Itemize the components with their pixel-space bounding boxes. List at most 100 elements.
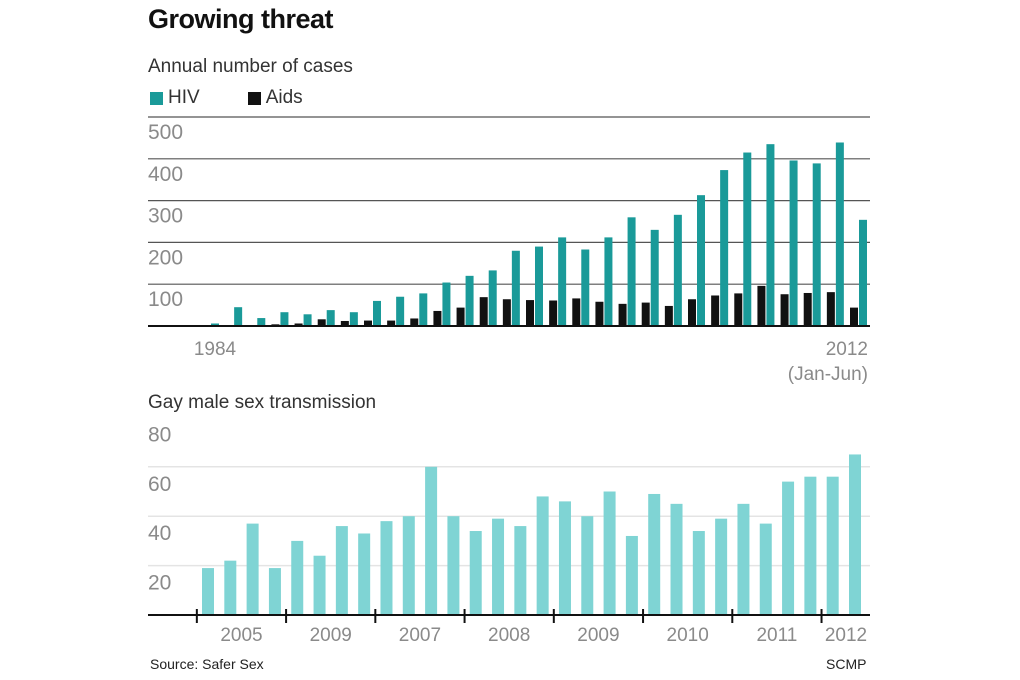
bar-gay — [469, 531, 482, 615]
y-tick-label: 20 — [148, 572, 171, 595]
x-tick-note: (Jan-Jun) — [788, 364, 868, 385]
bar-hiv-1996 — [488, 270, 497, 326]
bar-aids-1996 — [479, 297, 488, 326]
bar-gay — [603, 491, 616, 615]
bar-gay — [581, 516, 594, 615]
bar-aids-2003 — [641, 302, 650, 326]
bar-aids-1999 — [549, 300, 558, 326]
bar-gay — [514, 526, 527, 615]
bar-gay — [224, 560, 237, 615]
bar-hiv-1999 — [558, 237, 567, 326]
bar-aids-2012 — [850, 307, 858, 326]
bar-hiv-2011 — [835, 142, 844, 326]
source-note: Source: Safer Sex — [150, 656, 264, 672]
bar-hiv-1997 — [511, 250, 520, 326]
y-tick-label: 60 — [148, 473, 171, 496]
bar-hiv-1984 — [211, 323, 219, 326]
bar-hiv-1989 — [326, 310, 335, 326]
bar-aids-1997 — [502, 299, 511, 326]
bar-gay — [291, 540, 304, 615]
bar-aids-2009 — [780, 294, 789, 326]
bar-hiv-1988 — [303, 314, 312, 326]
bar-aids-2010 — [803, 292, 812, 326]
bar-gay — [313, 555, 326, 615]
bar-hiv-1998 — [535, 246, 543, 326]
x-group-label: 2012 — [825, 625, 867, 646]
legend-label-aids: Aids — [265, 87, 303, 108]
y-tick-label: 80 — [148, 423, 171, 446]
bar-gay — [492, 518, 505, 615]
bar-gay — [268, 568, 281, 615]
x-tick-label-last: 2012 — [826, 339, 868, 360]
bar-aids-1998 — [526, 300, 534, 326]
bar-hiv-2008 — [766, 144, 775, 326]
bar-hiv-1990 — [349, 312, 358, 326]
x-group-label: 2009 — [310, 625, 352, 646]
bar-aids-1995 — [456, 307, 465, 326]
bar-gay — [670, 503, 683, 615]
bar-hiv-2006 — [720, 170, 729, 326]
bar-gay — [558, 501, 571, 615]
bottom-chart: 20 40 60 80 2005 2009 2007 2008 2009 2010 2011 2012 — [148, 423, 870, 646]
bar-hiv-2009 — [789, 160, 798, 326]
x-group-label: 2007 — [399, 625, 441, 646]
bar-hiv-1993 — [419, 293, 428, 326]
y-tick-label: 300 — [148, 205, 183, 228]
bar-hiv-1992 — [396, 296, 405, 326]
x-group-label: 2010 — [667, 625, 709, 646]
bar-hiv-2007 — [743, 152, 752, 326]
bar-gay — [849, 454, 861, 615]
x-tick-label-first: 1984 — [194, 339, 237, 360]
legend-item-aids: Aids — [247, 87, 303, 109]
legend-swatch-aids — [247, 91, 261, 105]
bar-aids-1993 — [410, 318, 419, 326]
bar-hiv-1987 — [280, 312, 289, 326]
bar-aids-2007 — [734, 293, 743, 326]
legend: HIV Aids — [150, 87, 351, 109]
bar-hiv-1995 — [465, 275, 474, 326]
bar-aids-2006 — [711, 295, 720, 326]
bar-aids-1990 — [340, 320, 349, 326]
x-group-label: 2005 — [220, 625, 262, 646]
bar-gay — [447, 516, 460, 615]
bar-aids-2005 — [688, 299, 696, 326]
bar-gay — [358, 533, 371, 615]
bar-gay — [402, 516, 415, 615]
y-tick-label: 40 — [148, 522, 171, 545]
bar-aids-1991 — [364, 320, 372, 326]
bar-hiv-2001 — [604, 237, 613, 326]
legend-item-hiv: HIV — [150, 87, 200, 109]
x-group-label: 2008 — [488, 625, 530, 646]
y-tick-label: 100 — [148, 288, 183, 311]
bar-aids-1989 — [317, 319, 326, 326]
bar-gay — [804, 476, 817, 615]
credit: SCMP — [826, 656, 867, 672]
bar-aids-1988 — [294, 323, 303, 326]
bar-hiv-2012 — [859, 219, 867, 326]
bar-hiv-2005 — [697, 195, 705, 326]
bar-aids-2002 — [618, 303, 627, 326]
bar-gay — [335, 526, 348, 615]
bar-hiv-2003 — [650, 229, 659, 326]
bottom-chart-title: Gay male sex transmission — [148, 392, 377, 413]
bar-gay — [826, 476, 839, 615]
bar-hiv-1985 — [234, 307, 243, 326]
y-tick-label: 500 — [148, 121, 183, 144]
bar-aids-2000 — [572, 298, 581, 326]
bar-hiv-1991 — [373, 300, 381, 326]
bar-hiv-1994 — [442, 282, 451, 326]
bar-gay — [425, 466, 438, 615]
bar-gay — [737, 503, 750, 615]
legend-label-hiv: HIV — [168, 87, 200, 108]
y-tick-label: 200 — [148, 246, 183, 269]
bar-hiv-2000 — [581, 249, 590, 326]
chart-title: Growing threat — [148, 4, 334, 34]
top-chart: 100 200 300 400 500 1984 2012 (Jan-Jun) — [148, 116, 870, 385]
bar-aids-2001 — [595, 301, 604, 326]
x-group-label: 2009 — [577, 625, 619, 646]
bar-hiv-2004 — [673, 214, 682, 326]
bar-aids-1994 — [433, 310, 442, 326]
bar-gay — [536, 496, 549, 615]
bar-gay — [380, 521, 393, 615]
bar-gay — [246, 523, 259, 615]
